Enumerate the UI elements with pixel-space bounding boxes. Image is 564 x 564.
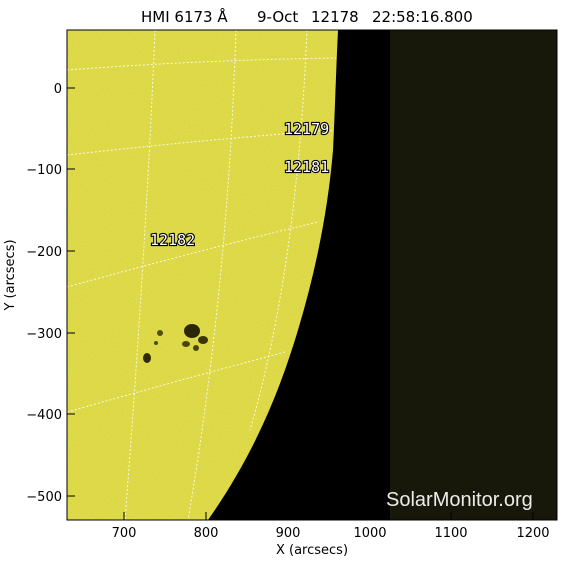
solar-granulation	[67, 30, 338, 520]
x-tick-label: 1200	[516, 526, 549, 541]
x-tick-label: 1000	[353, 526, 386, 541]
watermark: SolarMonitor.org	[386, 489, 533, 511]
sunspot-group	[143, 324, 208, 363]
y-tick-labels: 0 −100 −200 −300 −400 −500	[26, 82, 62, 505]
x-tick-label: 1100	[434, 526, 467, 541]
title-overlapped-label: 12178	[311, 8, 359, 26]
title-date: 9-Oct	[257, 8, 298, 26]
y-tick-label: −300	[26, 327, 62, 342]
y-tick-label: −100	[26, 163, 62, 178]
x-tick-labels: 700 800 900 1000 1100 1200	[112, 526, 550, 541]
x-tick-label: 700	[112, 526, 137, 541]
y-tick-label: −400	[26, 408, 62, 423]
y-tick-marks	[67, 87, 75, 497]
x-tick-marks	[123, 512, 534, 520]
offpointing-panel	[390, 30, 557, 520]
y-tick-label: 0	[54, 82, 62, 97]
active-region-label-12182: 12182	[150, 231, 195, 249]
y-axis-label: Y (arcsecs)	[3, 239, 18, 311]
title-instrument: HMI 6173 Å	[141, 7, 228, 26]
active-region-label-12179: 12179	[284, 120, 329, 138]
x-axis-label: X (arcsecs)	[276, 543, 348, 558]
y-tick-label: −200	[26, 245, 62, 260]
plot-area: 12179 12181 12182 SolarMonitor.org	[67, 30, 557, 520]
y-tick-label: −500	[26, 490, 62, 505]
x-tick-label: 900	[276, 526, 301, 541]
x-tick-label: 800	[194, 526, 219, 541]
title-time: 22:58:16.800	[372, 8, 473, 26]
plot-frame	[66, 29, 558, 521]
active-region-label-12181: 12181	[284, 158, 329, 176]
heliographic-grid	[67, 30, 337, 520]
